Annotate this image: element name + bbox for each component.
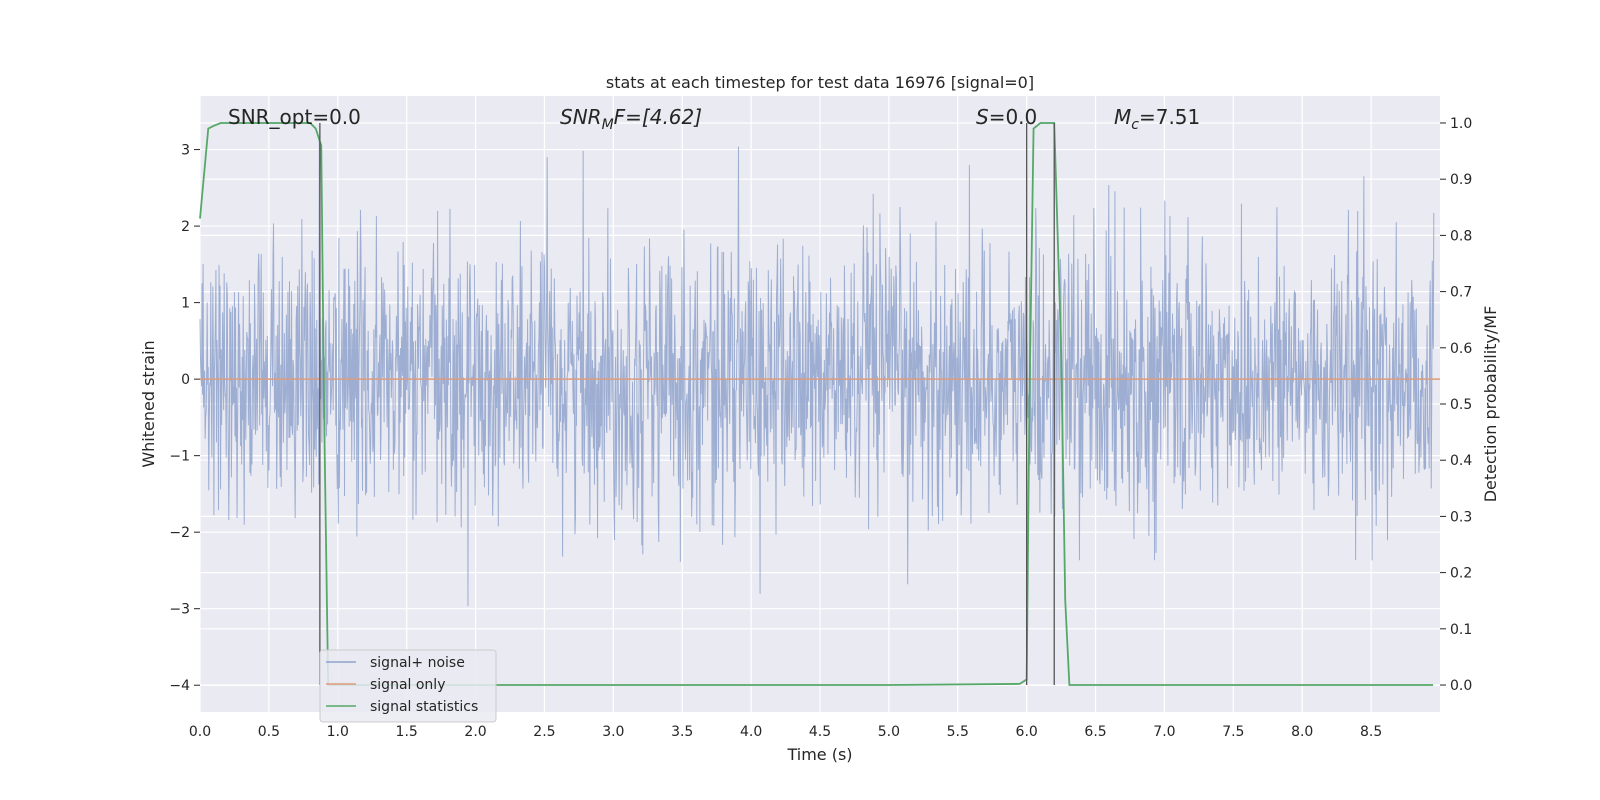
y-left-tick-label: −1 <box>169 449 190 465</box>
annotation-mc-rest: =7.51 <box>1139 105 1200 129</box>
y-right-tick-label: 0.0 <box>1450 678 1472 694</box>
y-right-tick-label: 0.8 <box>1450 228 1472 244</box>
y-axis-label-right: Detection probability/MF <box>1481 306 1500 503</box>
x-tick-label: 3.0 <box>602 724 624 740</box>
y-right-tick-label: 0.4 <box>1450 453 1472 469</box>
y-right-tick-label: 0.2 <box>1450 566 1472 582</box>
series-signal-statistics <box>199 122 1434 686</box>
legend-label-signal-only: signal only <box>370 677 445 693</box>
x-tick-label: 8.5 <box>1360 724 1382 740</box>
x-tick-label: 7.5 <box>1222 724 1244 740</box>
x-tick-label: 6.5 <box>1084 724 1106 740</box>
annotation-snr-mf: SNRMF=[4.62] <box>560 105 702 133</box>
y-left-tick-label: −4 <box>169 678 190 694</box>
x-tick-label: 5.0 <box>878 724 900 740</box>
y-right-tick-label: 0.5 <box>1450 397 1472 413</box>
y-right-tick-label: 0.9 <box>1450 172 1472 188</box>
x-tick-label: 4.0 <box>740 724 762 740</box>
x-tick-label: 7.0 <box>1153 724 1175 740</box>
x-tick-label: 6.0 <box>1016 724 1038 740</box>
annotation-mc-main: M <box>1114 105 1131 129</box>
legend-label-signal-noise: signal+ noise <box>370 655 465 671</box>
x-tick-label: 4.5 <box>809 724 831 740</box>
x-tick-label: 1.5 <box>396 724 418 740</box>
annotation-s: S=0.0 <box>976 105 1037 129</box>
annotation-s-main: S <box>976 105 989 129</box>
annotation-mc: Mc=7.51 <box>1114 105 1200 133</box>
annotation-snr-mf-rest: F=[4.62] <box>614 105 702 129</box>
y-left-tick-label: 1 <box>181 296 190 312</box>
x-tick-label: 0.5 <box>258 724 280 740</box>
y-left-tick-label: −3 <box>169 602 190 618</box>
tick-labels: 0.0 0.5 1.0 1.5 2.0 2.5 3.0 3.5 4.0 4.5 5.0 5.5 6.0 6… <box>169 116 1472 740</box>
annotation-mc-sub: c <box>1131 117 1139 133</box>
annotation-s-rest: =0.0 <box>989 105 1038 129</box>
y-left-tick-label: 0 <box>181 372 190 388</box>
annotation-snr-mf-sub: M <box>602 117 614 133</box>
x-tick-label: 8.0 <box>1291 724 1313 740</box>
y-right-tick-label: 0.3 <box>1450 509 1472 525</box>
y-left-tick-label: 3 <box>181 143 190 159</box>
y-right-tick-label: 0.1 <box>1450 622 1472 638</box>
y-axis-label-left: Whitened strain <box>139 340 158 467</box>
legend: signal+ noise signal only signal statist… <box>319 649 497 723</box>
signal-statistics-line <box>199 122 1434 686</box>
series-signal-noise <box>199 139 1435 607</box>
x-tick-label: 3.5 <box>671 724 693 740</box>
x-tick-label: 0.0 <box>189 724 211 740</box>
y-right-tick-label: 1.0 <box>1450 116 1472 132</box>
signal-noise-line <box>199 139 1435 607</box>
annotation-snr-opt: SNR_opt=0.0 <box>228 105 361 129</box>
x-tick-label: 1.0 <box>327 724 349 740</box>
y-left-tick-label: −2 <box>169 525 190 541</box>
vertical-markers <box>319 122 1055 686</box>
y-right-tick-label: 0.7 <box>1450 285 1472 301</box>
legend-label-signal-statistics: signal statistics <box>370 699 478 715</box>
annotation-snr-mf-main: SNR <box>560 105 602 129</box>
y-right-tick-label: 0.6 <box>1450 341 1472 357</box>
chart-title: stats at each timestep for test data 169… <box>606 73 1034 92</box>
x-tick-label: 2.5 <box>533 724 555 740</box>
x-axis-label: Time (s) <box>786 745 852 764</box>
x-tick-label: 2.0 <box>464 724 486 740</box>
y-left-tick-label: 2 <box>181 219 190 235</box>
x-tick-label: 5.5 <box>947 724 969 740</box>
legend-box <box>319 649 497 723</box>
